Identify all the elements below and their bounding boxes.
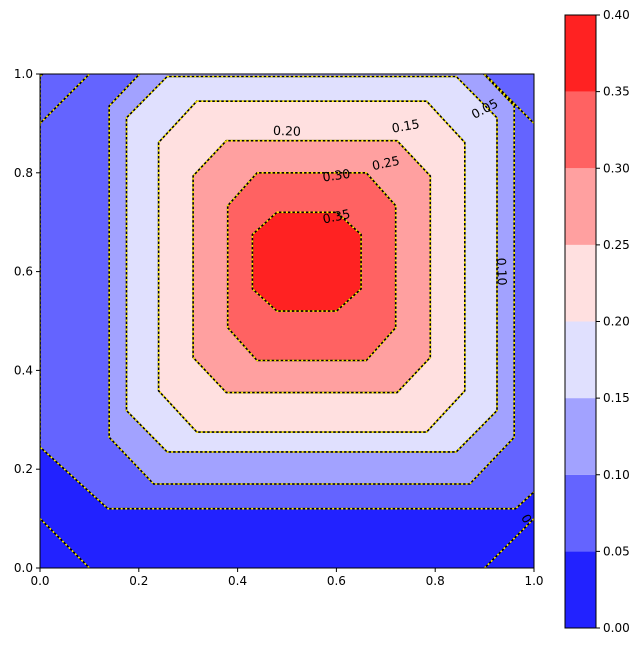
contour-line-0.20 — [157, 100, 466, 433]
corner-contour-2 — [40, 518, 90, 568]
x-tick-label: 0.4 — [228, 574, 247, 588]
colorbar-segment — [565, 321, 596, 399]
y-tick-label: 0.2 — [14, 462, 33, 476]
corner-contour-1 — [484, 74, 534, 124]
contour-label: 0.35 — [321, 206, 351, 226]
contour-label: 0.10 — [494, 257, 510, 285]
contour-label: 0.30 — [322, 166, 352, 185]
contour-line-0.35 — [251, 211, 362, 312]
colorbar-segment — [565, 398, 596, 475]
colorbar-segment — [565, 91, 596, 169]
colorbar: 0.00 0.05 0.10 0.15 0.20 0.25 0.30 0.35 0.40 — [564, 8, 630, 635]
y-tick-label: 0.8 — [14, 166, 33, 180]
corner-contour-3 — [484, 518, 534, 568]
x-tick-label: 1.0 — [524, 574, 543, 588]
y-tick-label: 0.0 — [14, 561, 33, 575]
contour-label: 0.25 — [371, 153, 401, 173]
colorbar-tick-label: 0.25 — [603, 238, 630, 252]
contour-line-0.05 — [40, 74, 534, 510]
colorbar-tick-label: 0.40 — [603, 8, 630, 22]
colorbar-tick-label: 0.10 — [603, 468, 630, 482]
x-tick-label: 0.0 — [30, 574, 49, 588]
colorbar-tick-label: 0.05 — [603, 544, 630, 558]
colorbar-segment — [565, 168, 596, 245]
x-tick-label: 0.2 — [129, 574, 148, 588]
colorbar-tick-label: 0.30 — [603, 161, 630, 175]
contour-lines — [40, 74, 534, 568]
plot-area: 0.050.100.150.200.250.300.350 — [39, 73, 535, 569]
colorbar-segment — [565, 15, 596, 92]
colorbar-segment — [565, 551, 596, 628]
contour-line-0.15 — [125, 75, 498, 453]
contour-bands — [40, 74, 534, 509]
x-tick-label: 0.6 — [327, 574, 346, 588]
x-axis: 0.0 0.2 0.4 0.6 0.8 1.0 — [30, 568, 544, 588]
contour-line-0.30 — [226, 172, 397, 362]
colorbar-segment — [565, 474, 596, 552]
colorbar-tick-label: 0.00 — [603, 621, 630, 635]
y-axis: 0.0 0.2 0.4 0.6 0.8 1.0 — [14, 67, 40, 575]
corner-contour-0 — [40, 74, 90, 124]
colorbar-segment — [565, 244, 596, 322]
axes-frame — [39, 73, 535, 569]
colorbar-tick-label: 0.15 — [603, 391, 630, 405]
y-tick-label: 1.0 — [14, 67, 33, 81]
x-tick-label: 0.8 — [426, 574, 445, 588]
contour-label: 0.15 — [391, 116, 421, 136]
colorbar-tick-label: 0.20 — [603, 315, 630, 329]
y-tick-label: 0.4 — [14, 363, 33, 377]
contour-band-7 — [252, 212, 362, 312]
colorbar-tick-label: 0.35 — [603, 85, 630, 99]
contour-line-0.25 — [192, 139, 432, 394]
y-tick-label: 0.6 — [14, 265, 33, 279]
contour-label: 0.20 — [273, 123, 301, 139]
